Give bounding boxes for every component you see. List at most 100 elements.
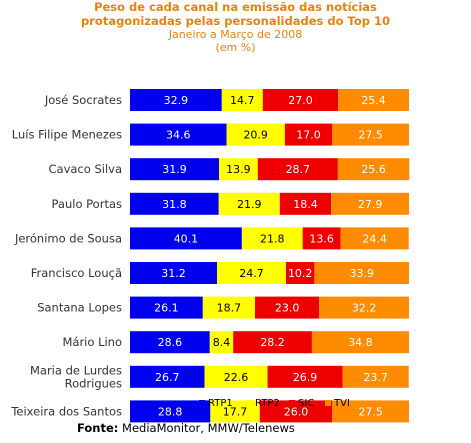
category-label: Santana Lopes — [37, 301, 122, 315]
bar-segment-rtp1 — [130, 262, 218, 284]
bar-segment-tvi — [338, 89, 409, 111]
bar-segment-sic — [259, 400, 333, 423]
data-label: 21.8 — [260, 232, 285, 245]
data-label: 17.0 — [296, 129, 321, 142]
chart-title-line-1: Peso de cada canal na emissão das notíci… — [94, 0, 377, 14]
category-label-line: José Socrates — [44, 93, 122, 107]
category-label: Paulo Portas — [52, 197, 122, 211]
data-label: 31.8 — [162, 198, 187, 211]
bar-segment-rtp1 — [130, 296, 203, 319]
data-label: 21.9 — [237, 198, 262, 211]
data-label: 34.6 — [166, 129, 191, 142]
bar-segment-rtp1 — [130, 158, 219, 181]
legend-label: RTP1 — [208, 398, 233, 409]
data-label: 31.9 — [162, 163, 187, 176]
bar-segment-rtp1 — [130, 123, 227, 146]
bar-segment-tvi — [337, 158, 410, 181]
bar-segment-rtp2 — [221, 89, 263, 111]
data-label: 24.4 — [362, 232, 387, 245]
data-label: 27.9 — [358, 198, 383, 211]
category-label: José Socrates — [44, 93, 122, 107]
category-label-line: Francisco Louçã — [31, 266, 122, 280]
data-label: 27.5 — [358, 129, 383, 142]
bar-segment-sic — [302, 227, 341, 250]
data-label: 34.8 — [348, 336, 373, 349]
data-label: 20.9 — [243, 129, 268, 142]
data-label: 28.8 — [158, 405, 183, 418]
data-label: 22.6 — [224, 371, 249, 384]
category-label: Francisco Louçã — [31, 266, 122, 280]
bar-segment-rtp2 — [219, 158, 258, 181]
bar-segment-tvi — [331, 192, 409, 215]
source-label: Fonte: — [77, 421, 119, 435]
category-label-line: Luís Filipe Menezes — [12, 128, 122, 142]
category-label-line: Maria de Lurdes — [30, 363, 122, 377]
source-text: MediaMonitor, MMW/Telenews — [122, 421, 295, 435]
data-label: 28.7 — [286, 163, 311, 176]
data-label: 13.9 — [226, 163, 251, 176]
bar-segment-rtp1 — [130, 331, 210, 354]
legend-label: RTP2 — [255, 398, 280, 409]
data-label: 8.4 — [213, 336, 231, 349]
category-label-line: Teixeira dos Santos — [10, 404, 122, 418]
data-label: 18.4 — [293, 198, 318, 211]
category-label-line: Mário Lino — [62, 335, 122, 349]
legend-swatch-rtp1 — [199, 400, 205, 406]
bar-segment-tvi — [340, 227, 409, 250]
category-label-line: Jerónimo de Sousa — [14, 231, 122, 245]
bar-segment-tvi — [332, 123, 409, 146]
bar-segment-rtp1 — [130, 89, 222, 111]
category-label-line: Santana Lopes — [37, 301, 122, 315]
data-label: 25.6 — [361, 163, 386, 176]
legend-swatch-tvi — [325, 400, 331, 406]
bar-segment-tvi — [314, 262, 409, 284]
bar-segment-sic — [233, 331, 312, 354]
bar-segment-tvi — [319, 296, 409, 319]
data-label: 32.9 — [164, 94, 189, 107]
bar-segment-rtp2 — [209, 331, 234, 354]
data-label: 26.7 — [155, 371, 180, 384]
legend-swatch-rtp2 — [246, 400, 252, 406]
bar-segment-rtp2 — [241, 227, 303, 250]
source-note: Fonte: MediaMonitor, MMW/Telenews — [77, 421, 295, 435]
data-label: 27.5 — [358, 405, 383, 418]
category-label: Teixeira dos Santos — [10, 404, 122, 418]
data-label: 27.0 — [288, 94, 313, 107]
bar-segment-tvi — [311, 331, 409, 354]
bar-segment-sic — [254, 296, 320, 319]
bar-segment-rtp2 — [202, 296, 255, 319]
bar-segment-rtp2 — [218, 192, 280, 215]
legend-label: SIC — [298, 398, 314, 409]
data-label: 24.7 — [239, 267, 264, 280]
bar-segment-sic — [279, 192, 332, 215]
data-label: 28.6 — [158, 336, 183, 349]
chart-title-line-2: protagonizadas pelas personalidades do T… — [81, 14, 390, 28]
category-label-line: Paulo Portas — [52, 197, 122, 211]
data-label: 10.2 — [288, 267, 313, 280]
bar-segment-rtp2 — [226, 123, 285, 146]
bar-segment-sic — [257, 158, 338, 181]
data-label: 23.7 — [363, 371, 388, 384]
data-label: 23.0 — [275, 302, 300, 315]
data-label: 13.6 — [309, 232, 334, 245]
data-label: 17.7 — [223, 405, 248, 418]
data-label: 28.2 — [260, 336, 285, 349]
chart-subtitle-line-1: Janeiro a Março de 2008 — [168, 28, 303, 41]
bar-segment-rtp2 — [217, 262, 286, 284]
data-label: 26.9 — [293, 371, 318, 384]
bar-segment-sic — [267, 365, 343, 388]
bar-segment-rtp1 — [130, 365, 205, 388]
category-label: Mário Lino — [62, 335, 122, 349]
bar-segment-rtp1 — [130, 227, 242, 250]
bar-segment-tvi — [342, 365, 409, 388]
bar-segment-rtp1 — [130, 192, 219, 215]
bar-segment-sic — [284, 123, 333, 146]
bar-segment-tvi — [332, 400, 409, 423]
category-label: Luís Filipe Menezes — [12, 128, 122, 142]
category-label-line: Rodrigues — [65, 376, 122, 390]
category-label-line: Cavaco Silva — [49, 162, 123, 176]
data-label: 14.7 — [230, 94, 255, 107]
data-label: 18.7 — [217, 302, 242, 315]
chart-subtitle-line-2: (em %) — [215, 41, 256, 54]
